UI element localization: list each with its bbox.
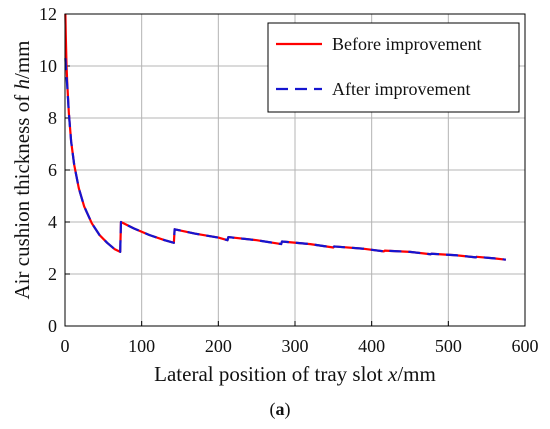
figure-caption: (a) [270, 399, 291, 420]
y-axis-label-var: h [10, 79, 34, 90]
plot-frame [64, 13, 526, 327]
x-tick-label: 600 [512, 336, 539, 356]
y-tick-label: 6 [48, 160, 57, 180]
series-line-after-improvement [64, 58, 506, 261]
caption-open: ( [270, 399, 276, 420]
y-tick-label: 8 [48, 108, 57, 128]
y-tick-labels: 0 2 4 6 8 10 12 [39, 4, 57, 336]
series-layer [64, 13, 506, 261]
x-tick-label: 300 [282, 336, 309, 356]
y-axis-label-prefix: Air cushion thickness of [10, 90, 34, 300]
x-tick-label: 400 [358, 336, 385, 356]
y-axis-label-suffix: /mm [10, 41, 34, 80]
y-tick-label: 12 [39, 4, 57, 24]
y-tick-label: 2 [48, 264, 57, 284]
legend-box [267, 22, 520, 113]
legend-label-after: After improvement [332, 79, 470, 99]
y-tick-label: 10 [39, 56, 57, 76]
legend-label-before: Before improvement [332, 34, 481, 54]
legend: Before improvement After improvement [267, 22, 520, 113]
x-tick-label: 500 [435, 336, 462, 356]
x-tick-label: 200 [205, 336, 232, 356]
x-axis-label-prefix: Lateral position of tray slot [154, 362, 388, 386]
caption-close: ) [285, 399, 291, 420]
caption-letter: a [276, 399, 285, 419]
x-tick-label: 0 [61, 336, 70, 356]
y-axis-label: Air cushion thickness of h/mm [10, 41, 34, 300]
x-axis-label-var: x [387, 362, 398, 386]
x-tick-label: 100 [128, 336, 155, 356]
x-tick-labels: 0 100 200 300 400 500 600 [61, 336, 539, 356]
y-tick-label: 4 [48, 212, 57, 232]
x-axis-label-suffix: /mm [397, 362, 436, 386]
x-axis-label: Lateral position of tray slot x/mm [154, 362, 436, 386]
y-tick-label: 0 [48, 316, 57, 336]
